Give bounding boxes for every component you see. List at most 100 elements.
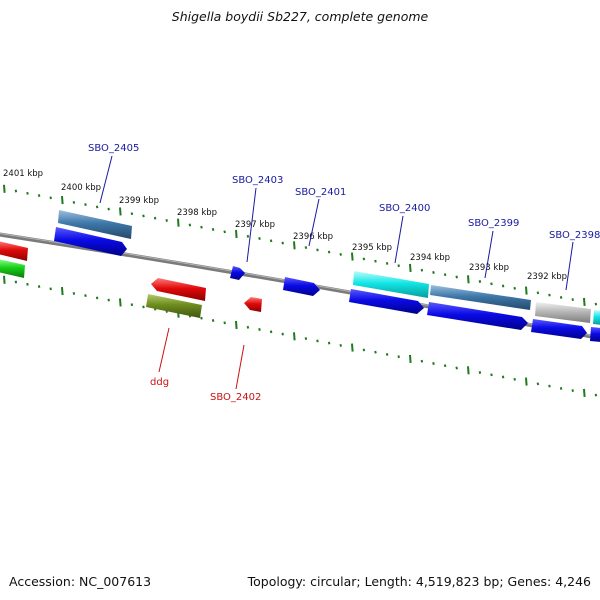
gene-label-sbo-2398[interactable]: SBO_2398	[549, 230, 600, 241]
scale-tick	[72, 291, 76, 295]
gene-label-sbo-2401[interactable]: SBO_2401	[295, 187, 346, 198]
scale-tick	[235, 229, 238, 239]
forward-strand-features	[54, 210, 600, 342]
scale-tick	[548, 384, 551, 388]
scale-tick	[362, 257, 366, 261]
scale-tick	[385, 261, 389, 265]
scale-tick	[583, 297, 586, 306]
scale-tick	[14, 280, 18, 284]
scale-ticks-upper	[3, 184, 598, 306]
scale-tick	[246, 325, 250, 329]
scale-label: 2398 kbp	[177, 208, 217, 218]
scale-tick	[119, 298, 122, 307]
gene-labels: SBO_2405 SBO_2403 SBO_2401 SBO_2400 SBO_…	[88, 143, 600, 403]
scale-tick	[211, 228, 215, 231]
scale-tick	[513, 377, 516, 381]
scale-tick	[119, 207, 122, 216]
gene-feature[interactable]	[146, 294, 202, 318]
scale-labels: 2401 kbp 2400 kbp 2399 kbp 2398 kbp 2397…	[3, 169, 567, 282]
gene-feature[interactable]	[230, 266, 245, 280]
scale-tick	[95, 205, 99, 209]
scale-tick	[455, 366, 458, 370]
scale-tick	[107, 298, 110, 302]
scale-tick	[84, 203, 87, 207]
gene-label-sbo-2403[interactable]: SBO_2403	[232, 175, 283, 186]
scale-tick	[61, 196, 64, 205]
scale-label: 2396 kbp	[293, 232, 333, 242]
scale-tick	[490, 373, 493, 377]
gene-label-sbo-2400[interactable]: SBO_2400	[379, 203, 430, 214]
scale-tick	[409, 263, 412, 272]
scale-tick	[95, 296, 99, 300]
gene-feature[interactable]	[427, 302, 528, 330]
gene-label-sbo-2402[interactable]: SBO_2402	[210, 392, 261, 403]
scale-tick	[420, 268, 424, 272]
scale-tick	[281, 332, 284, 336]
gene-label-sbo-2399[interactable]: SBO_2399	[468, 218, 519, 229]
gene-feature[interactable]	[0, 259, 25, 278]
scale-tick	[571, 389, 574, 393]
scale-tick	[432, 362, 435, 365]
scale-tick	[49, 196, 52, 200]
scale-tick	[258, 328, 261, 331]
gene-feature[interactable]	[353, 271, 429, 298]
scale-tick	[571, 298, 574, 302]
gene-feature[interactable]	[593, 310, 600, 325]
scale-tick	[351, 343, 354, 352]
scale-tick	[525, 286, 528, 295]
gene-feature[interactable]	[151, 278, 206, 301]
scale-tick	[14, 189, 18, 193]
scale-tick	[223, 230, 226, 234]
scale-tick	[223, 321, 226, 325]
scale-label: 2400 kbp	[61, 183, 101, 193]
scale-tick	[339, 343, 342, 347]
scale-tick	[211, 319, 215, 322]
scale-ticks-lower	[3, 275, 598, 397]
gene-feature[interactable]	[54, 227, 127, 256]
scale-tick	[26, 191, 29, 195]
scale-tick	[200, 225, 203, 229]
scale-tick	[142, 214, 145, 218]
scale-label: 2394 kbp	[410, 253, 450, 263]
scale-label: 2393 kbp	[469, 263, 509, 273]
scale-tick	[130, 212, 134, 216]
scale-tick	[327, 250, 331, 254]
scale-tick	[583, 388, 586, 397]
scale-tick	[339, 252, 342, 256]
scale-tick	[3, 184, 6, 193]
genome-summary-text: Topology: circular; Length: 4,519,823 bp…	[247, 574, 591, 589]
gene-feature[interactable]	[0, 241, 28, 261]
gene-feature[interactable]	[430, 285, 531, 310]
scale-tick	[72, 200, 76, 204]
scale-tick	[362, 348, 366, 352]
scale-tick	[443, 273, 447, 277]
scale-label: 2392 kbp	[527, 272, 567, 282]
scale-tick	[525, 377, 528, 386]
scale-tick	[594, 302, 598, 306]
gene-feature[interactable]	[58, 210, 132, 239]
gene-feature[interactable]	[244, 297, 262, 312]
reverse-strand-features	[0, 241, 262, 318]
scale-tick	[153, 216, 157, 220]
scale-tick	[269, 330, 273, 334]
gene-feature[interactable]	[283, 277, 320, 296]
scale-label: 2399 kbp	[119, 196, 159, 206]
gene-label-ddg[interactable]: ddg	[150, 377, 169, 388]
scale-tick	[455, 275, 458, 279]
scale-tick	[559, 295, 563, 299]
scale-tick	[420, 359, 424, 363]
scale-tick	[293, 332, 296, 341]
scale-tick	[478, 280, 482, 283]
gene-label-sbo-2405[interactable]: SBO_2405	[88, 143, 139, 154]
gene-feature[interactable]	[590, 327, 600, 342]
scale-tick	[594, 393, 598, 397]
scale-tick	[536, 382, 540, 386]
scale-tick	[188, 223, 192, 227]
scale-tick	[246, 234, 250, 238]
gene-feature[interactable]	[531, 319, 587, 339]
scale-tick	[467, 275, 470, 284]
gene-feature[interactable]	[535, 302, 591, 323]
gene-feature[interactable]	[349, 289, 424, 314]
scale-label: 2397 kbp	[235, 220, 275, 230]
